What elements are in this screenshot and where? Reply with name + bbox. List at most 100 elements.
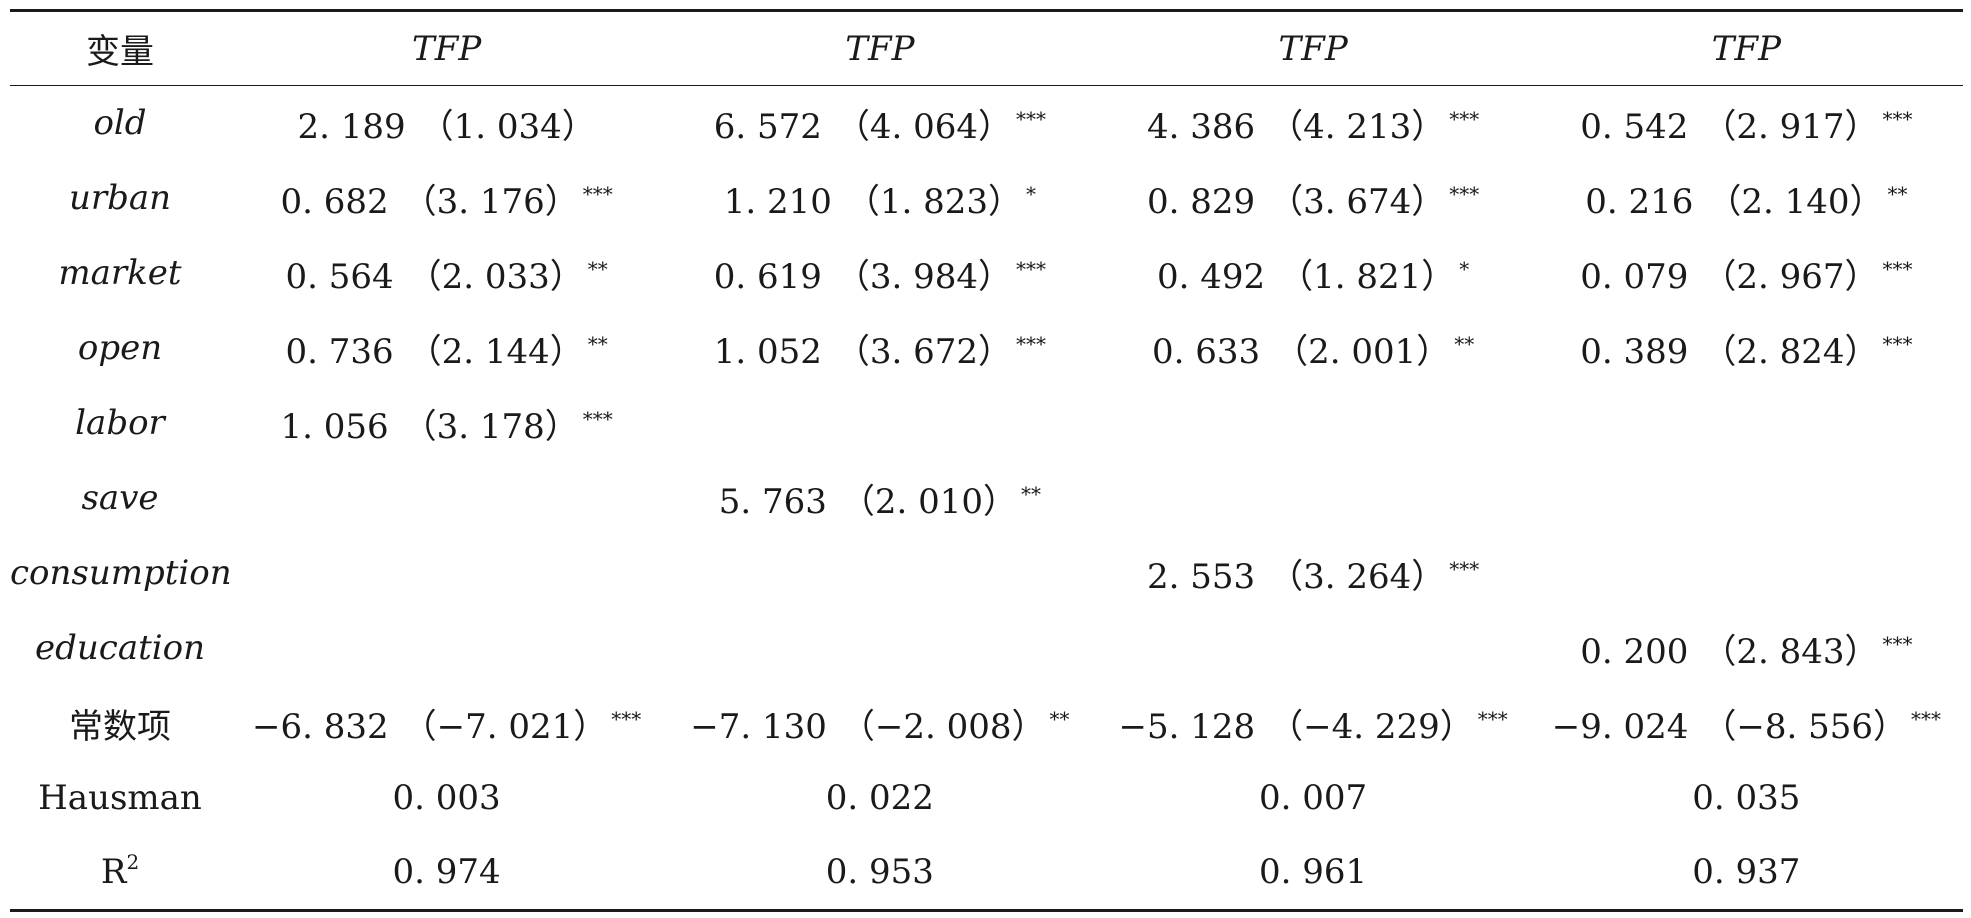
row-label-superscript: 2	[126, 850, 140, 875]
coefficient-value: 0. 003	[392, 778, 501, 818]
table-row: market 0. 564 （2. 033） ** 0. 619 （3. 984） *** 0…	[10, 236, 1963, 311]
t-statistic: （−8. 556）	[1702, 706, 1908, 747]
coefficient-cell	[230, 461, 663, 536]
coefficient-value: 0. 682	[280, 181, 389, 222]
coefficient-cell: 0. 953	[663, 835, 1097, 912]
row-label: 常数项	[10, 686, 230, 761]
t-statistic: （2. 140）	[1707, 181, 1884, 222]
row-label-text: R	[100, 852, 127, 893]
coefficient-value: −7. 130	[690, 706, 827, 747]
coefficient-cell	[1530, 536, 1963, 611]
coefficient-cell: 0. 829 （3. 674） ***	[1097, 161, 1530, 236]
coefficient-cell	[1097, 461, 1530, 536]
t-statistic: （2. 824）	[1702, 331, 1879, 372]
coefficient-cell: 2. 189 （1. 034）	[230, 86, 663, 161]
header-column: TFP	[1096, 9, 1530, 86]
coefficient-value: 0. 633	[1151, 331, 1261, 372]
t-statistic: （2. 144）	[407, 331, 584, 372]
row-label-text: Hausman	[38, 778, 202, 818]
t-statistic: （3. 264）	[1269, 556, 1446, 597]
coefficient-cell: 0. 022	[663, 761, 1096, 836]
regression-table: 变量 TFP TFP TFP TFP old 2. 189 （1. 034） 6. 5…	[10, 9, 1963, 912]
significance-stars: *	[1026, 181, 1037, 206]
coefficient-cell: 0. 961	[1096, 835, 1530, 912]
t-statistic: （4. 213）	[1269, 106, 1446, 147]
coefficient-cell: 0. 937	[1529, 835, 1963, 912]
header-row: 变量 TFP TFP TFP TFP	[10, 9, 1963, 86]
coefficient-cell	[663, 611, 1096, 686]
row-label-text: labor	[75, 403, 165, 443]
significance-stars: ***	[582, 406, 613, 431]
significance-stars: ***	[1882, 256, 1913, 281]
table-row: consumption 2. 553 （3. 264） ***	[10, 536, 1963, 611]
t-statistic: （1. 823）	[845, 181, 1023, 222]
coefficient-value: 1. 056	[280, 406, 389, 447]
coefficient-cell: −9. 024 （−8. 556） ***	[1530, 686, 1963, 761]
coefficient-cell: 0. 035	[1530, 761, 1963, 836]
coefficient-value: 1. 210	[723, 181, 832, 222]
significance-stars: ***	[611, 706, 642, 731]
t-statistic: （3. 984）	[835, 256, 1013, 297]
coefficient-cell: 2. 553 （3. 264） ***	[1097, 536, 1530, 611]
significance-stars: **	[1887, 181, 1908, 206]
coefficient-cell	[663, 386, 1096, 461]
coefficient-cell	[230, 611, 663, 686]
row-label: labor	[10, 386, 230, 461]
coefficient-cell	[1097, 386, 1530, 461]
coefficient-cell: 1. 052 （3. 672） ***	[663, 311, 1096, 386]
coefficient-cell	[1530, 461, 1963, 536]
coefficient-cell: 0. 216 （2. 140） **	[1530, 161, 1963, 236]
significance-stars: **	[587, 331, 608, 356]
row-label-text: save	[81, 478, 159, 518]
t-statistic: （2. 843）	[1702, 631, 1879, 672]
coefficient-value: 2. 189	[297, 106, 406, 147]
coefficient-value: 0. 035	[1692, 778, 1801, 818]
significance-stars: ***	[1882, 631, 1913, 656]
table-body: old 2. 189 （1. 034） 6. 572 （4. 064） *** 4. 386…	[10, 86, 1963, 912]
table-row: save 5. 763 （2. 010） **	[10, 461, 1963, 536]
coefficient-cell: 0. 619 （3. 984） ***	[663, 236, 1096, 311]
significance-stars: **	[1454, 331, 1475, 356]
coefficient-cell	[1097, 611, 1530, 686]
coefficient-cell: 0. 542 （2. 917） ***	[1530, 86, 1963, 161]
coefficient-value: 0. 007	[1259, 778, 1368, 818]
row-label-text: old	[93, 103, 147, 144]
t-statistic: （−7. 021）	[402, 706, 608, 747]
coefficient-value: 0. 736	[285, 331, 394, 372]
coefficient-value: 0. 829	[1146, 181, 1256, 222]
row-label: save	[10, 461, 230, 536]
header-column: TFP	[663, 9, 1097, 86]
coefficient-value: 2. 553	[1146, 556, 1256, 597]
coefficient-cell: 1. 056 （3. 178） ***	[230, 386, 663, 461]
coefficient-value: 0. 564	[285, 256, 394, 297]
row-label: consumption	[10, 536, 232, 611]
significance-stars: ***	[1882, 331, 1913, 356]
significance-stars: **	[587, 256, 608, 281]
regression-table-container: 变量 TFP TFP TFP TFP old 2. 189 （1. 034） 6. 5…	[10, 9, 1963, 912]
coefficient-cell: 0. 633 （2. 001） **	[1097, 311, 1530, 386]
significance-stars: ***	[1882, 106, 1913, 131]
coefficient-cell	[1530, 386, 1963, 461]
coefficient-cell: −7. 130 （−2. 008） **	[663, 686, 1096, 761]
significance-stars: ***	[1016, 106, 1047, 131]
row-label: old	[10, 86, 230, 161]
t-statistic: （2. 917）	[1702, 106, 1879, 147]
coefficient-value: 0. 079	[1580, 256, 1689, 297]
coefficient-cell: 0. 079 （2. 967） ***	[1530, 236, 1963, 311]
coefficient-value: 0. 961	[1259, 852, 1368, 893]
row-label-text: market	[58, 253, 182, 293]
significance-stars: ***	[1449, 181, 1480, 206]
row-label-text: consumption	[10, 553, 232, 593]
coefficient-cell: 0. 736 （2. 144） **	[230, 311, 663, 386]
t-statistic: （−2. 008）	[840, 706, 1046, 747]
row-label: urban	[10, 161, 230, 236]
t-statistic: （1. 034）	[419, 106, 596, 147]
coefficient-value: 0. 974	[392, 852, 501, 893]
significance-stars: **	[1049, 706, 1070, 731]
t-statistic: （4. 064）	[835, 106, 1013, 147]
coefficient-value: −6. 832	[251, 706, 389, 747]
coefficient-cell: 1. 210 （1. 823） *	[663, 161, 1096, 236]
coefficient-cell: 0. 974	[230, 835, 664, 912]
coefficient-value: 1. 052	[713, 331, 822, 372]
coefficient-cell	[663, 536, 1096, 611]
